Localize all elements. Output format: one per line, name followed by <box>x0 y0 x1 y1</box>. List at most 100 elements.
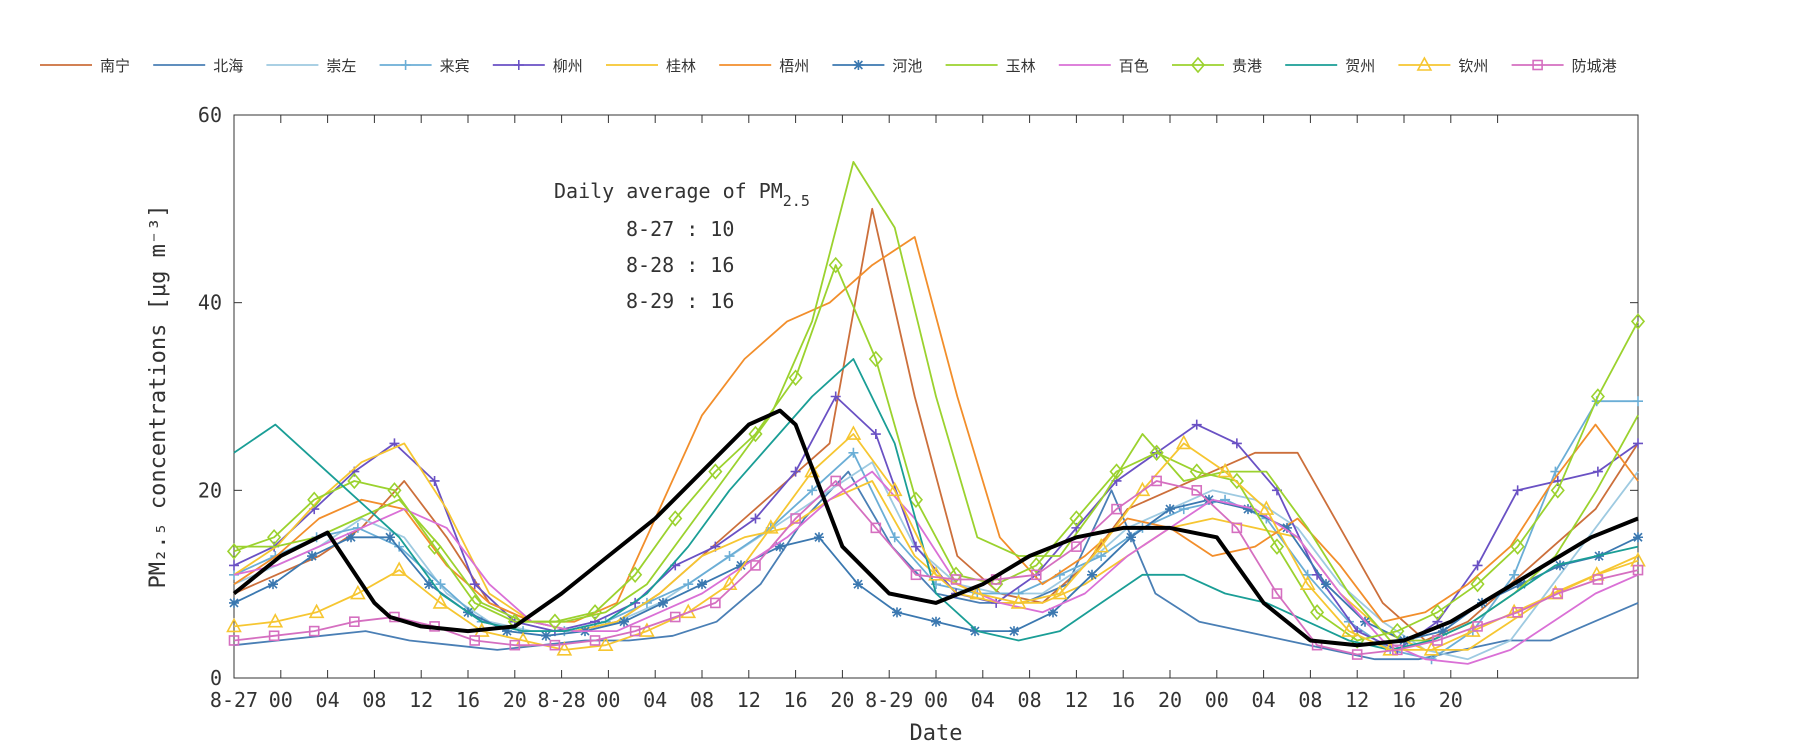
series-marker <box>870 429 881 440</box>
series-marker <box>308 603 325 619</box>
series-line <box>233 236 1639 623</box>
legend-entry: 桂林 <box>606 57 696 75</box>
series-marker <box>387 482 402 499</box>
series-marker <box>1217 462 1233 478</box>
series-marker <box>1111 503 1122 515</box>
series-marker <box>350 584 366 600</box>
series-marker <box>708 463 723 480</box>
series-marker <box>229 597 239 608</box>
series-line <box>233 480 1639 656</box>
series-钦州 <box>226 425 1646 656</box>
series-marker <box>429 475 440 486</box>
legend-label: 百色 <box>1119 57 1149 75</box>
series-marker <box>1282 522 1292 533</box>
legend-label: 柳州 <box>553 57 583 75</box>
series-marker <box>931 616 941 627</box>
series-marker <box>597 636 614 651</box>
daily-average-annotation: Daily average of PM2.5 8-27 : 10 8-28 : … <box>554 179 810 313</box>
x-tick-label: 12 <box>1064 688 1088 712</box>
mean-layer <box>232 408 1639 648</box>
series-防城港 <box>228 475 1644 660</box>
legend-label: 崇左 <box>326 57 356 75</box>
legend-marker <box>400 60 411 70</box>
series-marker <box>1321 579 1331 590</box>
series-marker <box>267 613 284 628</box>
legend-entry: 贺州 <box>1285 57 1375 75</box>
annotation-line: 8-29 : 16 <box>626 289 734 313</box>
series-marker <box>1191 419 1202 430</box>
series-marker <box>556 641 573 656</box>
series-marker <box>870 522 882 534</box>
series-marker <box>949 566 964 584</box>
series-marker <box>697 579 707 590</box>
legend-label: 玉林 <box>1006 57 1036 75</box>
series-marker <box>427 538 442 555</box>
series-marker <box>1590 388 1605 405</box>
series-marker <box>736 560 746 571</box>
series-marker <box>1175 434 1192 450</box>
series-marker <box>307 551 317 562</box>
series-marker <box>892 607 902 618</box>
series-marker <box>790 466 801 477</box>
series-marker <box>845 425 862 440</box>
legend-label: 防城港 <box>1572 57 1617 75</box>
series-marker <box>509 639 521 651</box>
x-axis-ticks: 8-27 00 04 08 12 16 20 8-28 00 04 08 12 16 20 8-29 00 04… <box>210 115 1499 712</box>
series-marker <box>1550 466 1561 477</box>
series-marker <box>467 594 482 612</box>
legend-marker <box>1532 59 1543 71</box>
series-marker <box>910 541 921 552</box>
x-tick-label: 20 <box>830 688 854 712</box>
series-marker <box>928 566 944 581</box>
series-marker <box>1632 564 1644 576</box>
series-marker <box>502 626 512 637</box>
legend-marker <box>1190 56 1206 74</box>
series-marker <box>1087 569 1097 580</box>
series-marker <box>710 597 721 609</box>
legend-label: 北海 <box>213 57 243 75</box>
series-marker <box>1109 463 1124 480</box>
series-梧州 <box>233 236 1639 623</box>
x-tick-label: 8-29 <box>865 688 913 712</box>
legend-label: 贺州 <box>1345 57 1375 75</box>
legend-label: 梧州 <box>779 57 809 75</box>
series-line <box>233 207 1639 642</box>
series-marker <box>853 579 863 590</box>
series-marker <box>469 579 480 590</box>
series-marker <box>589 635 601 646</box>
series-marker <box>349 616 360 628</box>
x-tick-label: 08 <box>690 688 714 712</box>
legend-entry: 百色 <box>1058 57 1149 75</box>
series-marker <box>1516 579 1526 590</box>
series-marker <box>1633 532 1643 543</box>
series-marker <box>267 529 282 546</box>
series-marker <box>1231 438 1242 449</box>
legend-entry: 贵港 <box>1172 56 1262 75</box>
series-marker <box>748 425 763 443</box>
series-marker <box>394 541 405 552</box>
series-marker <box>226 617 242 633</box>
legend-entry: 南宁 <box>40 57 130 75</box>
series-marker <box>469 635 480 646</box>
series-marker <box>775 541 785 552</box>
series-marker <box>385 532 395 543</box>
legend-entry: 梧州 <box>719 57 809 75</box>
legend-entry: 崇左 <box>266 57 356 75</box>
series-marker <box>268 579 278 590</box>
series-marker <box>308 625 320 637</box>
series-marker <box>1512 485 1523 496</box>
series-marker <box>1432 635 1443 646</box>
series-marker <box>1231 522 1243 534</box>
series-marker <box>1299 575 1316 590</box>
legend-entry: 河池 <box>832 57 922 75</box>
legend-entry: 来宾 <box>379 57 470 75</box>
legend-marker <box>1416 56 1433 71</box>
legend-label: 钦州 <box>1458 57 1488 75</box>
series-marker <box>619 616 629 627</box>
series-marker <box>668 510 683 527</box>
series-marker <box>346 532 356 543</box>
series-marker <box>724 551 735 562</box>
x-tick-label: 16 <box>456 688 480 712</box>
series-marker <box>658 597 668 608</box>
